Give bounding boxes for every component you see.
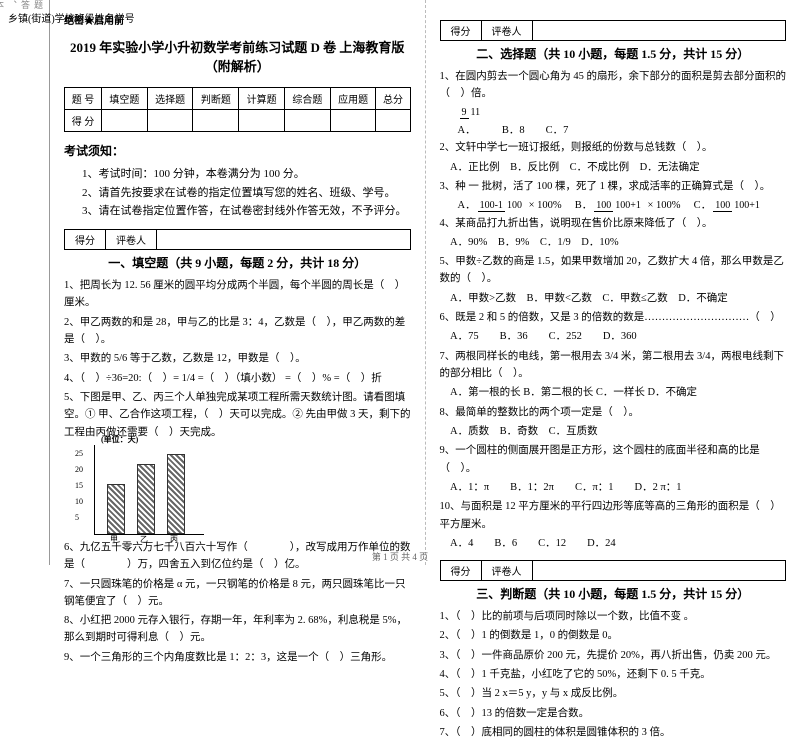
question: 5、（ ）当 2 x＝5 y，y 与 x 成反比例。	[440, 685, 787, 702]
section2-title: 二、选择题（共 10 小题，每题 1.5 分，共计 15 分）	[440, 45, 787, 62]
question: 5、甲数÷乙数的商是 1.5，如果甲数增加 20，乙数扩大 4 倍，那么甲数是乙…	[440, 253, 787, 288]
options: A．100-1100 × 100% B．100100+1 × 100% C．10…	[440, 197, 787, 214]
question: 7、两根同样长的电线，第一根用去 3/4 米，第二根用去 3/4，两根电线剩下的…	[440, 348, 787, 383]
score-header: 综合题	[284, 88, 330, 110]
section2-questions: 1、在圆内剪去一个圆心角为 45 的扇形，余下部分的面积是剪去部分面积的（ ）倍…	[440, 68, 787, 552]
section-score-box: 得分 评卷人	[440, 20, 787, 41]
question: 2、（ ）1 的倒数是 1，0 的倒数是 0。	[440, 627, 787, 644]
question: 10、与面积是 12 平方厘米的平行四边形等底等高的三角形的面积是（ ）平方厘米…	[440, 498, 787, 533]
right-column: 得分 评卷人 二、选择题（共 10 小题，每题 1.5 分，共计 15 分） 1…	[426, 0, 800, 565]
score-header: 填空题	[101, 88, 147, 110]
notice-title: 考试须知：	[64, 142, 411, 159]
question: 9、一个三角形的三个内角度数比是 1：2：3，这是一个（ ）三角形。	[64, 649, 411, 666]
question: 3、甲数的 5/6 等于乙数，乙数是 12，甲数是（ ）。	[64, 350, 411, 367]
exam-title: 2019 年实验小学小升初数学考前练习试题 D 卷 上海教育版（附解析）	[64, 37, 411, 75]
chart-unit: (单位：天)	[101, 433, 138, 446]
question: 9、一个圆柱的侧面展开图是正方形，这个圆柱的底面半径和高的比是（ ）。	[440, 442, 787, 477]
question: 6、（ ）13 的倍数一定是合数。	[440, 705, 787, 722]
section1-title: 一、填空题（共 9 小题，每题 2 分，共计 18 分）	[64, 254, 411, 271]
question: 4、（ ）÷36=20:（ ）= 1/4 =（ ）（填小数） =（ ）% =（ …	[64, 370, 411, 387]
bar	[167, 454, 185, 534]
question: 4、（ ）1 千克盐，小红吃了它的 50%，还剩下 0. 5 千克。	[440, 666, 787, 683]
score-table: 题 号 填空题 选择题 判断题 计算题 综合题 应用题 总分 得 分	[64, 87, 411, 132]
options: A．90% B．9% C．1/9 D．10%	[440, 234, 787, 251]
notice-list: 1、考试时间：100 分钟，本卷满分为 100 分。 2、请首先按要求在试卷的指…	[82, 165, 411, 221]
options: A．1：π B．1：2π C．π：1 D．2 π：1	[440, 479, 787, 496]
options: A．质数 B．奇数 C．互质数	[440, 423, 787, 440]
score-header: 选择题	[147, 88, 193, 110]
page-footer: 第 1 页 共 4 页	[0, 550, 800, 563]
section3-title: 三、判断题（共 10 小题，每题 1.5 分，共计 15 分）	[440, 585, 787, 602]
question: 7、（ ）底相同的圆柱的体积是圆锥体积的 3 倍。	[440, 724, 787, 741]
question: 3、（ ）一件商品原价 200 元，先提价 20%，再八折出售，仍卖 200 元…	[440, 647, 787, 664]
options: A．甲数>乙数 B．甲数<乙数 C．甲数≤乙数 D．不确定	[440, 290, 787, 307]
score-header: 应用题	[330, 88, 376, 110]
options: A．75 B．36 C．252 D．360	[440, 328, 787, 345]
score-header: 总分	[376, 88, 410, 110]
question: 7、一只圆珠笔的价格是 α 元，一只钢笔的价格是 8 元，两只圆珠笔比一只钢笔便…	[64, 576, 411, 611]
section3-questions: 1、（ ）比的前项与后项同时除以一个数，比值不变 。 2、（ ）1 的倒数是 1…	[440, 608, 787, 741]
options: A．第一根的长 B．第二根的长 C．一样长 D．不确定	[440, 384, 787, 401]
section-score-box: 得分 评卷人	[440, 560, 787, 581]
seal-line-marks: 题 答 、 本 、 内 、 线 、 封 、 密	[0, 0, 45, 565]
section-score-box: 得分 评卷人	[64, 229, 411, 250]
notice-item: 1、考试时间：100 分钟，本卷满分为 100 分。	[82, 165, 411, 184]
notice-item: 3、请在试卷指定位置作答，在试卷密封线外作答无效，不予评分。	[82, 202, 411, 221]
question: 4、某商品打九折出售，说明现在售价比原来降低了（ ）。	[440, 215, 787, 232]
question: 3、种 一 批树，活了 100 棵，死了 1 棵，求成活率的正确算式是（ ）。	[440, 178, 787, 195]
score-row-label: 得 分	[65, 110, 102, 132]
bar	[107, 484, 125, 534]
score-header: 计算题	[239, 88, 285, 110]
question: 1、（ ）比的前项与后项同时除以一个数，比值不变 。	[440, 608, 787, 625]
question: 8、小红把 2000 元存入银行，存期一年，年利率为 2. 68%，利息税是 5…	[64, 612, 411, 647]
question: 1、在圆内剪去一个圆心角为 45 的扇形，余下部分的面积是剪去部分面积的（ ）倍…	[440, 68, 787, 103]
options: A．正比例 B．反比例 C．不成比例 D．无法确定	[440, 159, 787, 176]
question: 1、把周长为 12. 56 厘米的圆平均分成两个半圆，每个半圆的周长是（ ）厘米…	[64, 277, 411, 312]
score-header: 判断题	[193, 88, 239, 110]
left-column: 绝密★启用前 2019 年实验小学小升初数学考前练习试题 D 卷 上海教育版（附…	[50, 0, 426, 565]
bar-chart: (单位：天) 25 20 15 10 5 甲 乙 丙	[94, 445, 204, 535]
bar	[137, 464, 155, 534]
question: 6、既是 2 和 5 的倍数，又是 3 的倍数的数是…………………………（ ）	[440, 309, 787, 326]
question: 2、文轩中学七一班订报纸，则报纸的份数与总钱数（ ）。	[440, 139, 787, 156]
question: 8、最简单的整数比的两个项一定是（ ）。	[440, 404, 787, 421]
options: 911 A． B．8 C．7	[440, 105, 787, 140]
score-header: 题 号	[65, 88, 102, 110]
section1-questions: 1、把周长为 12. 56 厘米的圆平均分成两个半圆，每个半圆的周长是（ ）厘米…	[64, 277, 411, 666]
binding-gutter: 学号 姓名 班级 学校 乡镇(街道) 题 答 、 本 、 内 、 线 、 封 、…	[0, 0, 50, 565]
question: 2、甲乙两数的和是 28，甲与乙的比是 3：4，乙数是（ ），甲乙两数的差是（ …	[64, 314, 411, 349]
notice-item: 2、请首先按要求在试卷的指定位置填写您的姓名、班级、学号。	[82, 184, 411, 203]
secret-mark: 绝密★启用前	[64, 12, 411, 27]
